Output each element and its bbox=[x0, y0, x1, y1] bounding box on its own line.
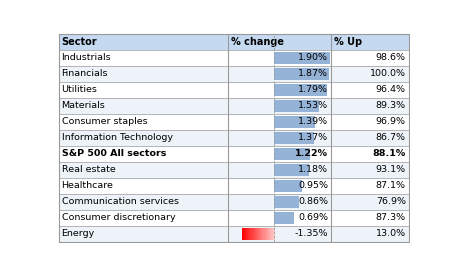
Text: S&P 500 All sectors: S&P 500 All sectors bbox=[61, 149, 166, 158]
Bar bbox=[263, 228, 264, 240]
Text: 93.1%: 93.1% bbox=[375, 165, 405, 174]
Text: 86.7%: 86.7% bbox=[375, 133, 405, 142]
Bar bbox=[59, 178, 408, 194]
Bar bbox=[274, 132, 313, 144]
Bar bbox=[273, 228, 274, 240]
Text: Consumer discretionary: Consumer discretionary bbox=[61, 213, 175, 222]
Bar bbox=[254, 228, 256, 240]
Text: 87.3%: 87.3% bbox=[375, 213, 405, 222]
Text: 1.39%: 1.39% bbox=[297, 117, 327, 126]
Bar bbox=[260, 228, 261, 240]
Bar bbox=[59, 82, 408, 98]
Text: 96.9%: 96.9% bbox=[375, 117, 405, 126]
Bar bbox=[274, 116, 314, 127]
Bar bbox=[59, 66, 408, 82]
Bar bbox=[252, 228, 253, 240]
Text: Materials: Materials bbox=[61, 101, 105, 110]
Bar bbox=[247, 228, 248, 240]
Bar bbox=[256, 228, 258, 240]
Text: 1.53%: 1.53% bbox=[297, 101, 327, 110]
Text: 0.69%: 0.69% bbox=[298, 213, 327, 222]
Bar bbox=[59, 34, 408, 50]
Bar bbox=[250, 228, 251, 240]
Text: 0.95%: 0.95% bbox=[298, 181, 327, 190]
Text: 0.86%: 0.86% bbox=[298, 197, 327, 206]
Bar bbox=[274, 100, 318, 112]
Bar bbox=[274, 180, 301, 192]
Bar bbox=[261, 228, 262, 240]
Bar bbox=[255, 228, 257, 240]
Text: 1.90%: 1.90% bbox=[298, 53, 327, 62]
Text: Financials: Financials bbox=[61, 69, 108, 78]
Text: -1.35%: -1.35% bbox=[294, 229, 327, 238]
Bar bbox=[59, 130, 408, 146]
Text: Utilities: Utilities bbox=[61, 85, 97, 94]
Bar bbox=[267, 228, 268, 240]
Bar bbox=[59, 162, 408, 178]
Bar bbox=[248, 228, 249, 240]
Bar bbox=[258, 228, 259, 240]
Text: 89.3%: 89.3% bbox=[375, 101, 405, 110]
Text: 13.0%: 13.0% bbox=[375, 229, 405, 238]
Bar bbox=[243, 228, 245, 240]
Text: 1.79%: 1.79% bbox=[298, 85, 327, 94]
Bar bbox=[258, 228, 260, 240]
Text: 1.37%: 1.37% bbox=[297, 133, 327, 142]
Bar bbox=[274, 148, 309, 160]
Text: % Up: % Up bbox=[333, 37, 361, 47]
Text: Healthcare: Healthcare bbox=[61, 181, 113, 190]
Bar bbox=[253, 228, 254, 240]
Text: Real estate: Real estate bbox=[61, 165, 115, 174]
Bar bbox=[265, 228, 267, 240]
Text: Consumer staples: Consumer staples bbox=[61, 117, 147, 126]
Bar bbox=[269, 228, 271, 240]
Bar bbox=[246, 228, 247, 240]
Text: 1.87%: 1.87% bbox=[298, 69, 327, 78]
Bar bbox=[251, 228, 253, 240]
Text: Sector: Sector bbox=[61, 37, 97, 47]
Text: 88.1%: 88.1% bbox=[372, 149, 405, 158]
Bar bbox=[274, 84, 326, 96]
Bar bbox=[59, 114, 408, 130]
Text: 76.9%: 76.9% bbox=[375, 197, 405, 206]
Bar bbox=[59, 98, 408, 114]
Bar bbox=[274, 212, 294, 224]
Bar bbox=[272, 228, 273, 240]
Text: 87.1%: 87.1% bbox=[375, 181, 405, 190]
Text: Energy: Energy bbox=[61, 229, 95, 238]
Bar bbox=[262, 228, 263, 240]
Bar bbox=[274, 52, 329, 64]
Text: 1.18%: 1.18% bbox=[298, 165, 327, 174]
Text: Information Technology: Information Technology bbox=[61, 133, 172, 142]
Bar bbox=[59, 226, 408, 242]
Text: 96.4%: 96.4% bbox=[375, 85, 405, 94]
Bar bbox=[264, 228, 265, 240]
Bar bbox=[270, 228, 272, 240]
Text: Communication services: Communication services bbox=[61, 197, 178, 206]
Bar bbox=[59, 146, 408, 162]
Text: 98.6%: 98.6% bbox=[375, 53, 405, 62]
Bar bbox=[274, 164, 308, 176]
Text: Industrials: Industrials bbox=[61, 53, 111, 62]
Bar bbox=[249, 228, 250, 240]
Bar bbox=[244, 228, 246, 240]
Bar bbox=[241, 228, 243, 240]
Bar bbox=[266, 228, 268, 240]
Text: % change: % change bbox=[231, 37, 283, 47]
Text: 1.22%: 1.22% bbox=[294, 149, 327, 158]
Bar bbox=[59, 210, 408, 226]
Bar bbox=[268, 228, 270, 240]
Bar bbox=[59, 50, 408, 66]
Bar bbox=[59, 194, 408, 210]
Bar bbox=[274, 196, 299, 208]
Bar bbox=[242, 228, 244, 240]
Bar bbox=[274, 68, 328, 80]
Text: 100.0%: 100.0% bbox=[369, 69, 405, 78]
